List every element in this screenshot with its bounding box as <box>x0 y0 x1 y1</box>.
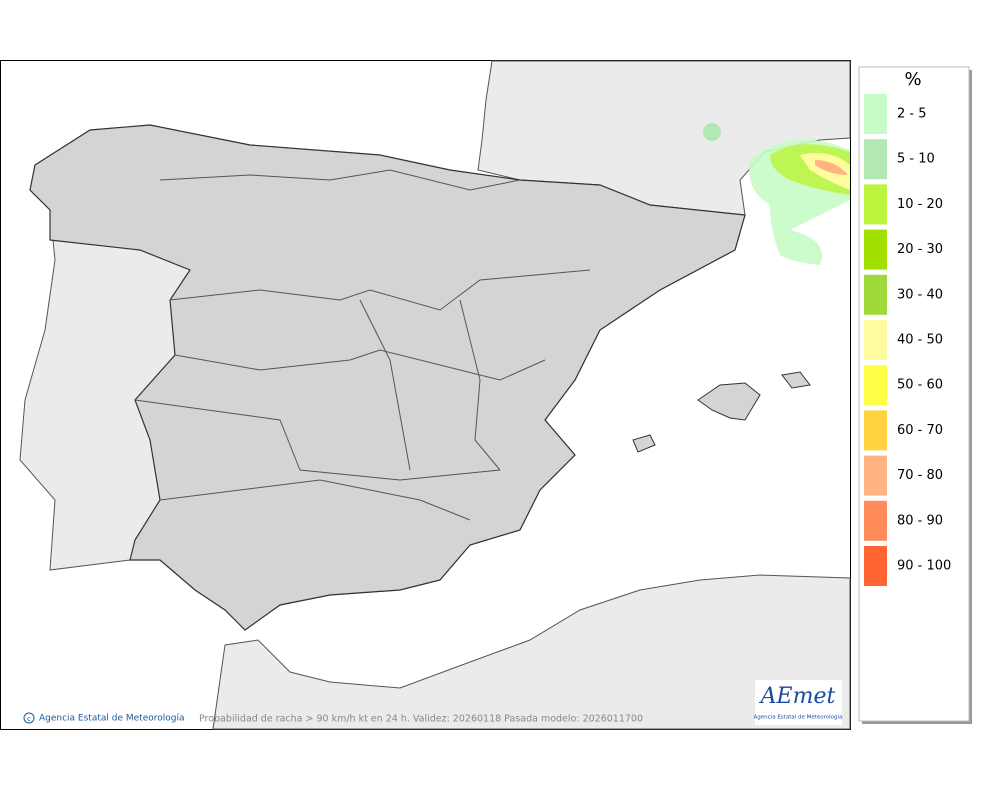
logo-name: AEmet <box>759 684 836 709</box>
caption: Probabilidad de racha > 90 km/h kt en 24… <box>199 714 643 725</box>
legend-label: 70 - 80 <box>897 468 943 483</box>
legend-swatch <box>864 455 887 496</box>
spain <box>29 124 746 631</box>
legend-label: 5 - 10 <box>897 152 935 167</box>
legend-swatch <box>864 94 887 134</box>
legend-swatch <box>864 274 887 315</box>
legend: % 2 - 5 5 - 10 10 - 20 20 - 30 30 - 40 40 - 5… <box>858 66 972 724</box>
credit: Agencia Estatal de Meteorología <box>39 714 185 724</box>
legend-label: 30 - 40 <box>897 287 943 302</box>
legend-swatch <box>864 410 887 451</box>
legend-label: 10 - 20 <box>897 197 943 212</box>
legend-label: 50 - 60 <box>897 378 943 393</box>
probability-area <box>703 123 721 141</box>
legend-swatch <box>864 500 887 541</box>
legend-swatch <box>864 320 887 360</box>
legend-swatch <box>864 229 887 270</box>
legend-swatch <box>864 139 887 180</box>
africa <box>212 574 851 730</box>
region-borders <box>134 169 591 521</box>
legend-label: 80 - 90 <box>897 513 943 528</box>
menorca <box>781 371 811 389</box>
logo-box <box>755 680 842 725</box>
legend-label: 2 - 5 <box>897 107 927 122</box>
legend-label: 90 - 100 <box>897 559 951 574</box>
copyright-c: c <box>27 715 31 723</box>
copyright-icon <box>23 712 35 724</box>
ibiza <box>632 434 656 453</box>
legend-swatch <box>864 184 887 225</box>
probability-area <box>800 152 850 190</box>
map: c Agencia Estatal de Meteorología Probab… <box>0 60 851 730</box>
legend-swatch <box>864 365 887 406</box>
logo-subtitle: Agencia Estatal de Meteorología <box>754 714 843 721</box>
probability-area <box>815 160 848 175</box>
legend-label: 60 - 70 <box>897 423 943 438</box>
legend-title: % <box>904 69 921 90</box>
legend-swatch <box>864 546 887 586</box>
legend-label: 20 - 30 <box>897 242 943 257</box>
mallorca <box>697 382 761 421</box>
legend-label: 40 - 50 <box>897 333 943 348</box>
